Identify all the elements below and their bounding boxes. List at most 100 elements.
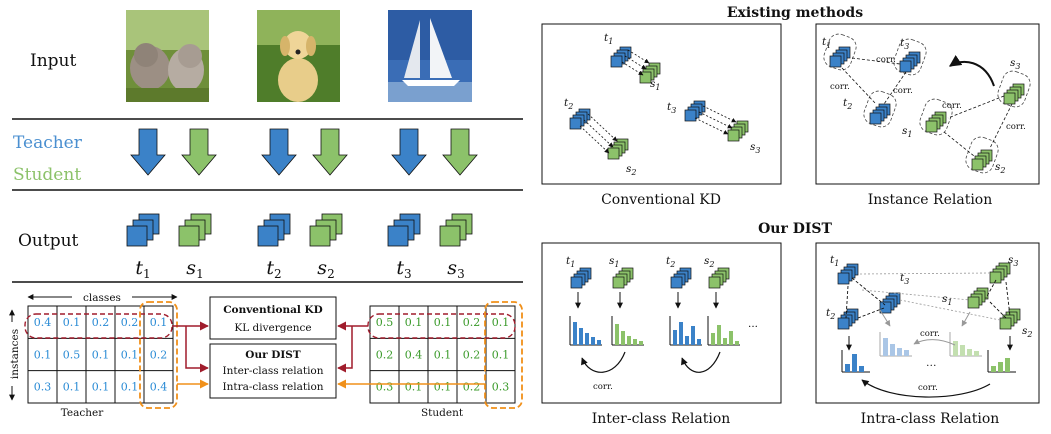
svg-text:t2: t2 (564, 97, 573, 111)
teacher-feature-stack-3 (387, 213, 421, 247)
student-cell-r3-c2: 0.1 (405, 381, 423, 394)
teacher-cell-r1-c2: 0.1 (63, 316, 81, 329)
student-output-label-1: s1 (186, 257, 203, 281)
svg-text:t3: t3 (900, 272, 909, 286)
student-output-label-3: s3 (447, 257, 464, 281)
svg-text:t1: t1 (604, 32, 613, 46)
kd-connectors (172, 321, 485, 389)
conventional-kd-panel: t1 s1 t2 s2 t3 s3 (541, 23, 782, 185)
teacher-cell-r2-c5: 0.2 (150, 348, 168, 361)
teacher-cell-r3-c4: 0.1 (121, 381, 139, 394)
our-dist-box: Our DIST Inter-class relation Intra-clas… (209, 343, 337, 399)
teacher-cell-r2-c4: 0.1 (121, 348, 139, 361)
box-dist-intra: Intra-class relation (222, 381, 323, 393)
svg-text:corr.: corr. (1006, 122, 1026, 132)
student-feature-stack-1 (178, 213, 212, 247)
svg-text:s2: s2 (995, 161, 1005, 175)
svg-text:s1: s1 (650, 78, 660, 92)
student-output-label-2: s2 (317, 257, 334, 281)
teacher-output-label-1: t1 (135, 257, 150, 281)
student-cell-r2-c3: 0.1 (434, 348, 452, 361)
svg-text:t1: t1 (566, 255, 575, 269)
svg-text:s1: s1 (902, 125, 912, 139)
student-label: Student (13, 165, 81, 185)
svg-text:s3: s3 (750, 141, 760, 155)
box-dist-title: Our DIST (245, 349, 301, 361)
svg-text:corr.: corr. (918, 383, 938, 393)
student-cell-r3-c1: 0.3 (376, 381, 394, 394)
inter-class-relation-panel: corr. ··· t1 s1 t2 s2 (541, 242, 782, 404)
svg-text:t3: t3 (667, 101, 676, 115)
student-column-highlight (484, 301, 523, 409)
teacher-arrow-3 (391, 128, 427, 176)
svg-text:s3: s3 (1008, 254, 1018, 268)
teacher-arrow-1 (130, 128, 166, 176)
teacher-caption: Teacher (61, 407, 105, 419)
svg-text:t3: t3 (900, 37, 909, 51)
svg-text:corr.: corr. (942, 101, 962, 111)
teacher-output-label-2: t2 (266, 257, 281, 281)
our-dist-title: Our DIST (758, 221, 832, 237)
instances-axis: instances (4, 309, 21, 401)
existing-methods-title: Existing methods (727, 5, 863, 21)
student-cell-r1-c3: 0.1 (434, 316, 452, 329)
student-feature-stack-3 (439, 213, 473, 247)
student-cell-r1-c5: 0.1 (492, 316, 510, 329)
classes-label: classes (83, 292, 121, 304)
panel-inter-caption: Inter-class Relation (592, 411, 731, 427)
teacher-cell-r2-c3: 0.1 (92, 348, 110, 361)
svg-text:corr.: corr. (830, 82, 850, 92)
svg-text:corr.: corr. (893, 86, 913, 96)
svg-text:t2: t2 (826, 307, 835, 321)
student-arrow-2 (312, 128, 348, 176)
panel-intra-caption: Intra-class Relation (861, 411, 1000, 427)
svg-text:corr.: corr. (876, 55, 896, 65)
student-cell-r1-c1: 0.5 (376, 316, 394, 329)
teacher-cell-r1-c3: 0.2 (92, 316, 110, 329)
student-cell-r3-c4: 0.2 (463, 381, 481, 394)
teacher-feature-stack-1 (126, 213, 160, 247)
teacher-label: Teacher (13, 133, 83, 153)
student-cell-r1-c2: 0.1 (405, 316, 423, 329)
svg-text:t1: t1 (830, 254, 839, 268)
teacher-column-highlight (139, 301, 178, 409)
student-cell-r2-c2: 0.4 (405, 348, 423, 361)
svg-text:t2: t2 (666, 255, 675, 269)
teacher-cell-r1-c1: 0.4 (34, 316, 52, 329)
kitten-photo (126, 10, 209, 102)
student-cell-r2-c1: 0.2 (376, 348, 394, 361)
student-cell-r2-c4: 0.2 (463, 348, 481, 361)
instances-label: instances (9, 329, 21, 379)
svg-text:···: ··· (748, 321, 758, 333)
svg-text:corr.: corr. (593, 382, 613, 392)
svg-text:s1: s1 (609, 255, 619, 269)
teacher-matrix: 0.4 0.1 0.2 0.2 0.1 0.1 0.5 0.1 0.1 0.2 0.3 0.1 0.1 0… (27, 305, 174, 404)
svg-text:corr.: corr. (920, 329, 940, 339)
student-matrix: 0.5 0.1 0.1 0.2 0.1 0.2 0.4 0.1 0.2 0.1 0.3 0.1 0.1 0… (369, 305, 516, 404)
student-cell-r2-c5: 0.1 (492, 348, 510, 361)
puppy-photo (257, 10, 340, 102)
teacher-cell-r3-c5: 0.4 (150, 381, 168, 394)
svg-text:s2: s2 (1022, 325, 1032, 339)
teacher-cell-r3-c3: 0.1 (92, 381, 110, 394)
box-kd-title: Conventional KD (223, 304, 323, 316)
student-feature-stack-2 (309, 213, 343, 247)
conventional-kd-box: Conventional KD KL divergence (209, 296, 337, 340)
teacher-output-label-3: t3 (396, 257, 411, 281)
svg-text:s2: s2 (704, 255, 714, 269)
teacher-cell-r3-c1: 0.3 (34, 381, 52, 394)
teacher-cell-r1-c4: 0.2 (121, 316, 139, 329)
svg-text:t2: t2 (843, 97, 852, 111)
sailboat-photo (388, 10, 472, 102)
box-dist-inter: Inter-class relation (222, 365, 323, 377)
intra-class-relation-panel: corr. corr. … t1 t3 t2 s3 s1 s2 (815, 242, 1040, 404)
student-caption: Student (421, 407, 464, 419)
student-arrow-3 (442, 128, 478, 176)
student-arrow-1 (181, 128, 217, 176)
panel-kd-caption: Conventional KD (601, 192, 721, 208)
teacher-cell-r2-c2: 0.5 (63, 348, 81, 361)
svg-text:t1: t1 (822, 36, 831, 50)
svg-text:s3: s3 (1010, 57, 1020, 71)
box-kd-sub: KL divergence (234, 322, 311, 334)
teacher-row-highlight (24, 313, 173, 339)
